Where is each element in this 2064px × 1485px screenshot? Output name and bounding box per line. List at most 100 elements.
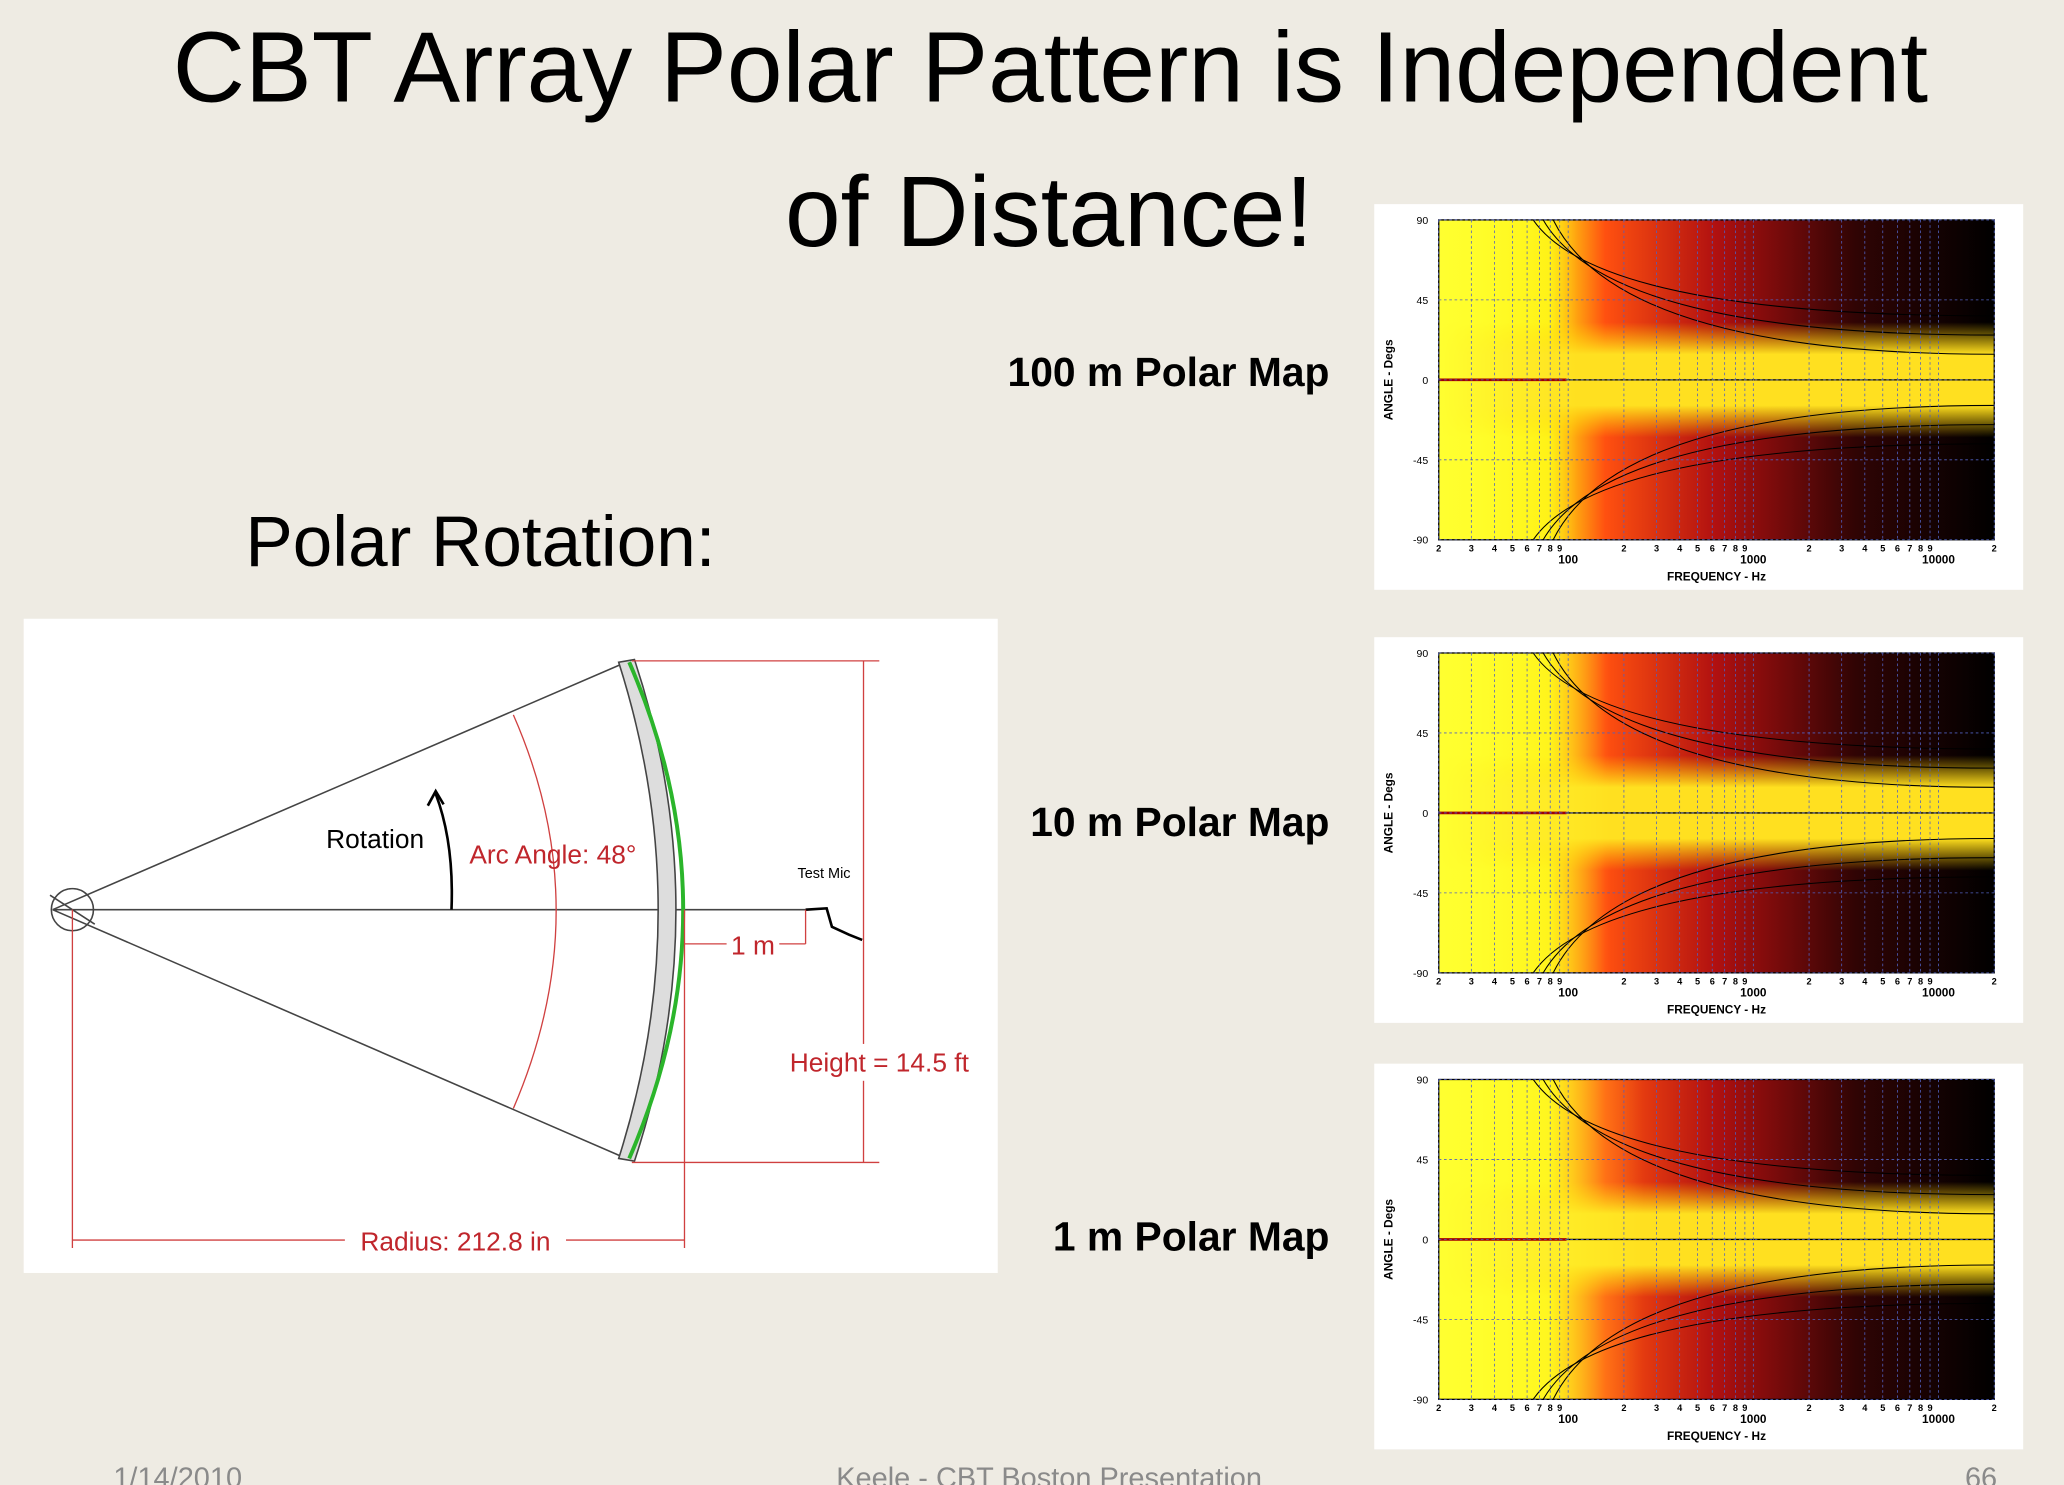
ray xyxy=(52,660,630,911)
x-tick-label: 9 xyxy=(1927,544,1932,554)
y-axis-label: ANGLE - Degs xyxy=(1382,1199,1396,1280)
contour xyxy=(1552,1264,1995,1400)
x-tick-label: 9 xyxy=(1557,544,1562,554)
y-tick-label: 90 xyxy=(1417,648,1429,660)
contour xyxy=(1552,837,1995,974)
x-tick-label: 4 xyxy=(1677,544,1683,554)
x-axis-label: FREQUENCY - Hz xyxy=(1667,570,1766,584)
x-tick-label: 6 xyxy=(1710,544,1715,554)
x-tick-label: 6 xyxy=(1525,544,1530,554)
x-tick-label: 3 xyxy=(1654,977,1659,987)
x-tick-label: 2 xyxy=(1807,1403,1812,1413)
contour xyxy=(1542,424,1995,541)
label-bg xyxy=(726,929,780,962)
x-tick-label: 4 xyxy=(1492,544,1498,554)
rotation-arrow xyxy=(434,793,454,910)
y-tick-label: 0 xyxy=(1422,808,1428,820)
x-tick-label: 2 xyxy=(1992,544,1997,554)
contour xyxy=(1532,1079,1995,1176)
label-bg xyxy=(776,1043,985,1081)
y-tick-label: 90 xyxy=(1417,215,1429,227)
arc-angle xyxy=(512,714,557,1109)
x-tick-label: 5 xyxy=(1880,1403,1885,1413)
x-tick-label: 3 xyxy=(1469,1403,1474,1413)
x-tick-label: 6 xyxy=(1895,544,1900,554)
y-tick-label: 45 xyxy=(1417,1154,1429,1166)
x-tick-label: 4 xyxy=(1862,1403,1868,1413)
x-tick-label: 6 xyxy=(1710,977,1715,987)
x-tick-label: 6 xyxy=(1895,977,1900,987)
x-tick-label: 10000 xyxy=(1922,1412,1955,1426)
arc-angle-label: Arc Angle: 48° xyxy=(469,840,636,870)
x-tick-label: 5 xyxy=(1880,544,1885,554)
x-tick-label: 2 xyxy=(1621,544,1626,554)
x-tick-label: 2 xyxy=(1436,1403,1441,1413)
y-tick-label: -90 xyxy=(1413,968,1428,980)
array xyxy=(617,658,677,1162)
x-tick-label: 3 xyxy=(1469,977,1474,987)
y-tick-label: -45 xyxy=(1413,455,1428,467)
x-tick-label: 9 xyxy=(1742,977,1747,987)
x-tick-label: 8 xyxy=(1733,1403,1738,1413)
x-tick-label: 5 xyxy=(1510,544,1515,554)
map-label: 1 m Polar Map xyxy=(1053,1214,1330,1260)
mic-label: Test Mic xyxy=(797,866,850,882)
contour xyxy=(1532,1302,1995,1400)
y-axis-label: ANGLE - Degs xyxy=(1382,772,1396,853)
x-tick-label: 4 xyxy=(1677,1403,1683,1413)
x-tick-label: 4 xyxy=(1677,977,1683,987)
x-axis-label: FREQUENCY - Hz xyxy=(1667,1003,1766,1017)
x-tick-label: 3 xyxy=(1839,544,1844,554)
x-tick-label: 2 xyxy=(1621,977,1626,987)
x-tick-label: 3 xyxy=(1839,1403,1844,1413)
x-tick-label: 8 xyxy=(1548,1403,1553,1413)
x-tick-label: 100 xyxy=(1558,552,1578,566)
mic xyxy=(805,906,863,942)
height-label: Height = 14.5 ft xyxy=(790,1048,970,1078)
map-label: 100 m Polar Map xyxy=(1008,349,1330,395)
x-tick-label: 9 xyxy=(1927,1403,1932,1413)
contour xyxy=(1552,404,1995,541)
x-tick-label: 9 xyxy=(1557,1403,1562,1413)
x-tick-label: 8 xyxy=(1918,977,1923,987)
array-arc xyxy=(627,661,686,1160)
y-tick-label: -90 xyxy=(1413,1394,1428,1406)
x-tick-label: 2 xyxy=(1807,544,1812,554)
x-tick-label: 7 xyxy=(1907,1403,1912,1413)
x-tick-label: 8 xyxy=(1918,1403,1923,1413)
x-axis-label: FREQUENCY - Hz xyxy=(1667,1429,1766,1443)
x-tick-label: 2 xyxy=(1436,544,1441,554)
ray xyxy=(52,908,630,1161)
x-tick-label: 4 xyxy=(1492,1403,1498,1413)
x-tick-label: 8 xyxy=(1733,544,1738,554)
contour xyxy=(1532,219,1995,317)
x-tick-label: 7 xyxy=(1537,1403,1542,1413)
x-tick-label: 6 xyxy=(1895,1403,1900,1413)
x-tick-label: 8 xyxy=(1548,977,1553,987)
footer-date: 1/14/2010 xyxy=(113,1463,242,1485)
footer-center: Keele - CBT Boston Presentation xyxy=(836,1463,1262,1485)
title-line: CBT Array Polar Pattern is Independent xyxy=(173,11,1928,123)
footer-page: 66 xyxy=(1965,1463,1997,1485)
x-tick-label: 7 xyxy=(1722,1403,1727,1413)
x-tick-label: 2 xyxy=(1807,977,1812,987)
x-tick-label: 1000 xyxy=(1740,986,1767,1000)
x-tick-label: 3 xyxy=(1654,544,1659,554)
contour xyxy=(1542,652,1995,769)
x-tick-label: 3 xyxy=(1469,544,1474,554)
contour xyxy=(1532,652,1995,750)
y-tick-label: 45 xyxy=(1417,728,1429,740)
x-tick-label: 9 xyxy=(1742,1403,1747,1413)
x-tick-label: 1000 xyxy=(1740,1412,1767,1426)
x-tick-label: 100 xyxy=(1558,1412,1578,1426)
x-tick-label: 5 xyxy=(1695,1403,1700,1413)
x-tick-label: 3 xyxy=(1839,977,1844,987)
x-tick-label: 8 xyxy=(1733,977,1738,987)
radius-label: Radius: 212.8 in xyxy=(360,1227,550,1257)
x-tick-label: 7 xyxy=(1537,977,1542,987)
contour xyxy=(1532,443,1995,541)
diagram: Rotation Arc Angle: 48° Test Mic 1 m Hei… xyxy=(23,618,998,1273)
distance-label: 1 m xyxy=(731,930,775,960)
x-tick-label: 5 xyxy=(1510,977,1515,987)
